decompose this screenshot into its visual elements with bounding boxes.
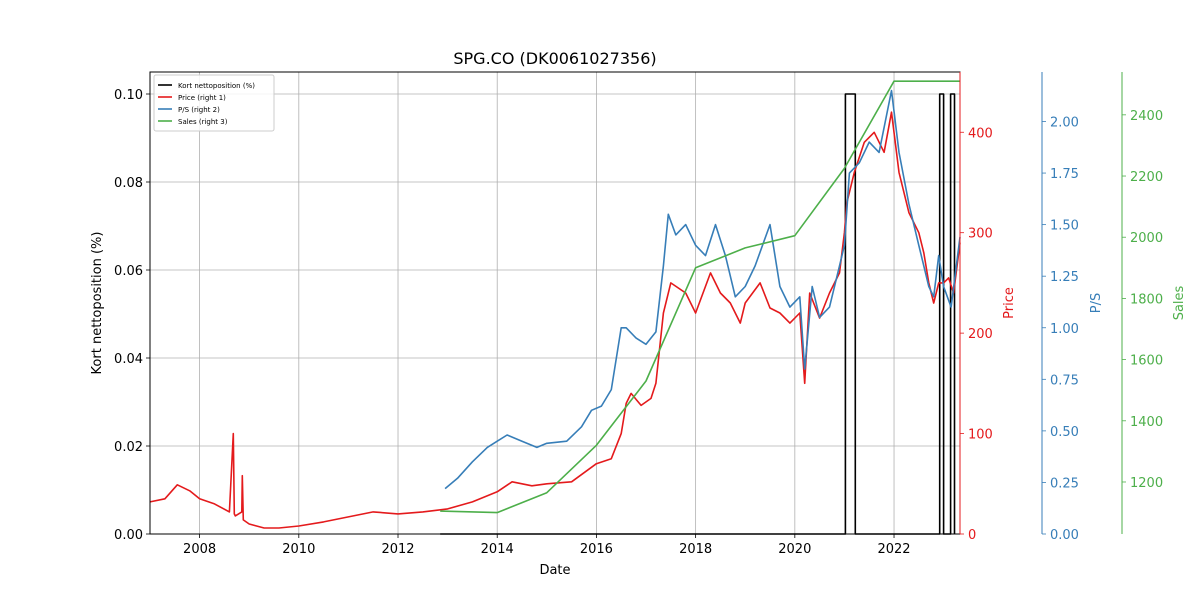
sales-axis-tick-label: 2400 [1130, 109, 1163, 124]
ps-axis-tick-label: 1.25 [1050, 270, 1079, 285]
sales-axis-tick-label: 2000 [1130, 231, 1163, 246]
left-tick-label: 0.04 [114, 352, 143, 367]
sales-axis-tick-label: 1800 [1130, 292, 1163, 307]
x-tick-label: 2016 [580, 542, 613, 557]
x-tick-label: 2020 [778, 542, 811, 557]
legend-entry: Sales (right 3) [178, 118, 228, 126]
sales-axis-tick-label: 1200 [1130, 476, 1163, 491]
price-axis-tick-label: 200 [968, 327, 993, 342]
left-axis-label: Kort nettoposition (%) [90, 232, 105, 375]
series-price-right-1 [149, 111, 961, 529]
ps-axis-tick-label: 1.75 [1050, 167, 1079, 182]
price-axis-tick-label: 300 [968, 227, 993, 242]
x-tick-label: 2014 [481, 542, 514, 557]
ps-axis-tick-label: 0.75 [1050, 373, 1079, 388]
series-kort-nettoposition [440, 93, 956, 535]
grid [150, 72, 960, 535]
price-axis-tick-label: 400 [968, 126, 993, 141]
series-layer [149, 80, 961, 535]
sales-axis-tick-label: 2200 [1130, 170, 1163, 185]
axes: 2008 2010 2012 2014 2016 2018 2020 2022 0.00 0.02… [114, 72, 1163, 557]
x-axis-label: Date [539, 563, 570, 578]
legend: Kort nettoposition (%) Price (right 1) P/S… [153, 74, 275, 132]
ps-axis-label: P/S [1089, 293, 1104, 313]
x-tick-label: 2008 [183, 542, 216, 557]
legend-entry: P/S (right 2) [178, 106, 220, 114]
legend-entry: Price (right 1) [178, 94, 226, 102]
x-tick-label: 2022 [877, 542, 910, 557]
price-axis-label: Price [1002, 287, 1017, 319]
ps-axis-tick-label: 0.25 [1050, 476, 1079, 491]
ps-axis-tick-label: 0.50 [1050, 425, 1079, 440]
ps-axis-tick-label: 0.00 [1050, 528, 1079, 543]
left-tick-label: 0.06 [114, 264, 143, 279]
price-axis-tick-label: 0 [968, 528, 976, 543]
legend-box [153, 74, 275, 132]
sales-axis-tick-label: 1400 [1130, 415, 1163, 430]
left-tick-label: 0.00 [114, 528, 143, 543]
x-tick-label: 2018 [679, 542, 712, 557]
series-p-s-right-2 [444, 89, 961, 490]
ps-axis-tick-label: 1.00 [1050, 322, 1079, 337]
price-axis-tick-label: 100 [968, 428, 993, 443]
ps-axis-tick-label: 2.00 [1050, 116, 1079, 131]
left-tick-label: 0.08 [114, 176, 143, 191]
x-tick-label: 2012 [381, 542, 414, 557]
legend-entry: Kort nettoposition (%) [178, 82, 255, 90]
x-tick-label: 2010 [282, 542, 315, 557]
plot-frame [149, 71, 961, 535]
series-sales-right-3 [440, 80, 960, 514]
left-tick-label: 0.02 [114, 440, 143, 455]
sales-axis-tick-label: 1600 [1130, 354, 1163, 369]
sales-axis-label: Sales [1172, 285, 1187, 320]
chart-title: SPG.CO (DK0061027356) [453, 49, 656, 68]
left-tick-label: 0.10 [114, 88, 143, 103]
ps-axis-tick-label: 1.50 [1050, 219, 1079, 234]
